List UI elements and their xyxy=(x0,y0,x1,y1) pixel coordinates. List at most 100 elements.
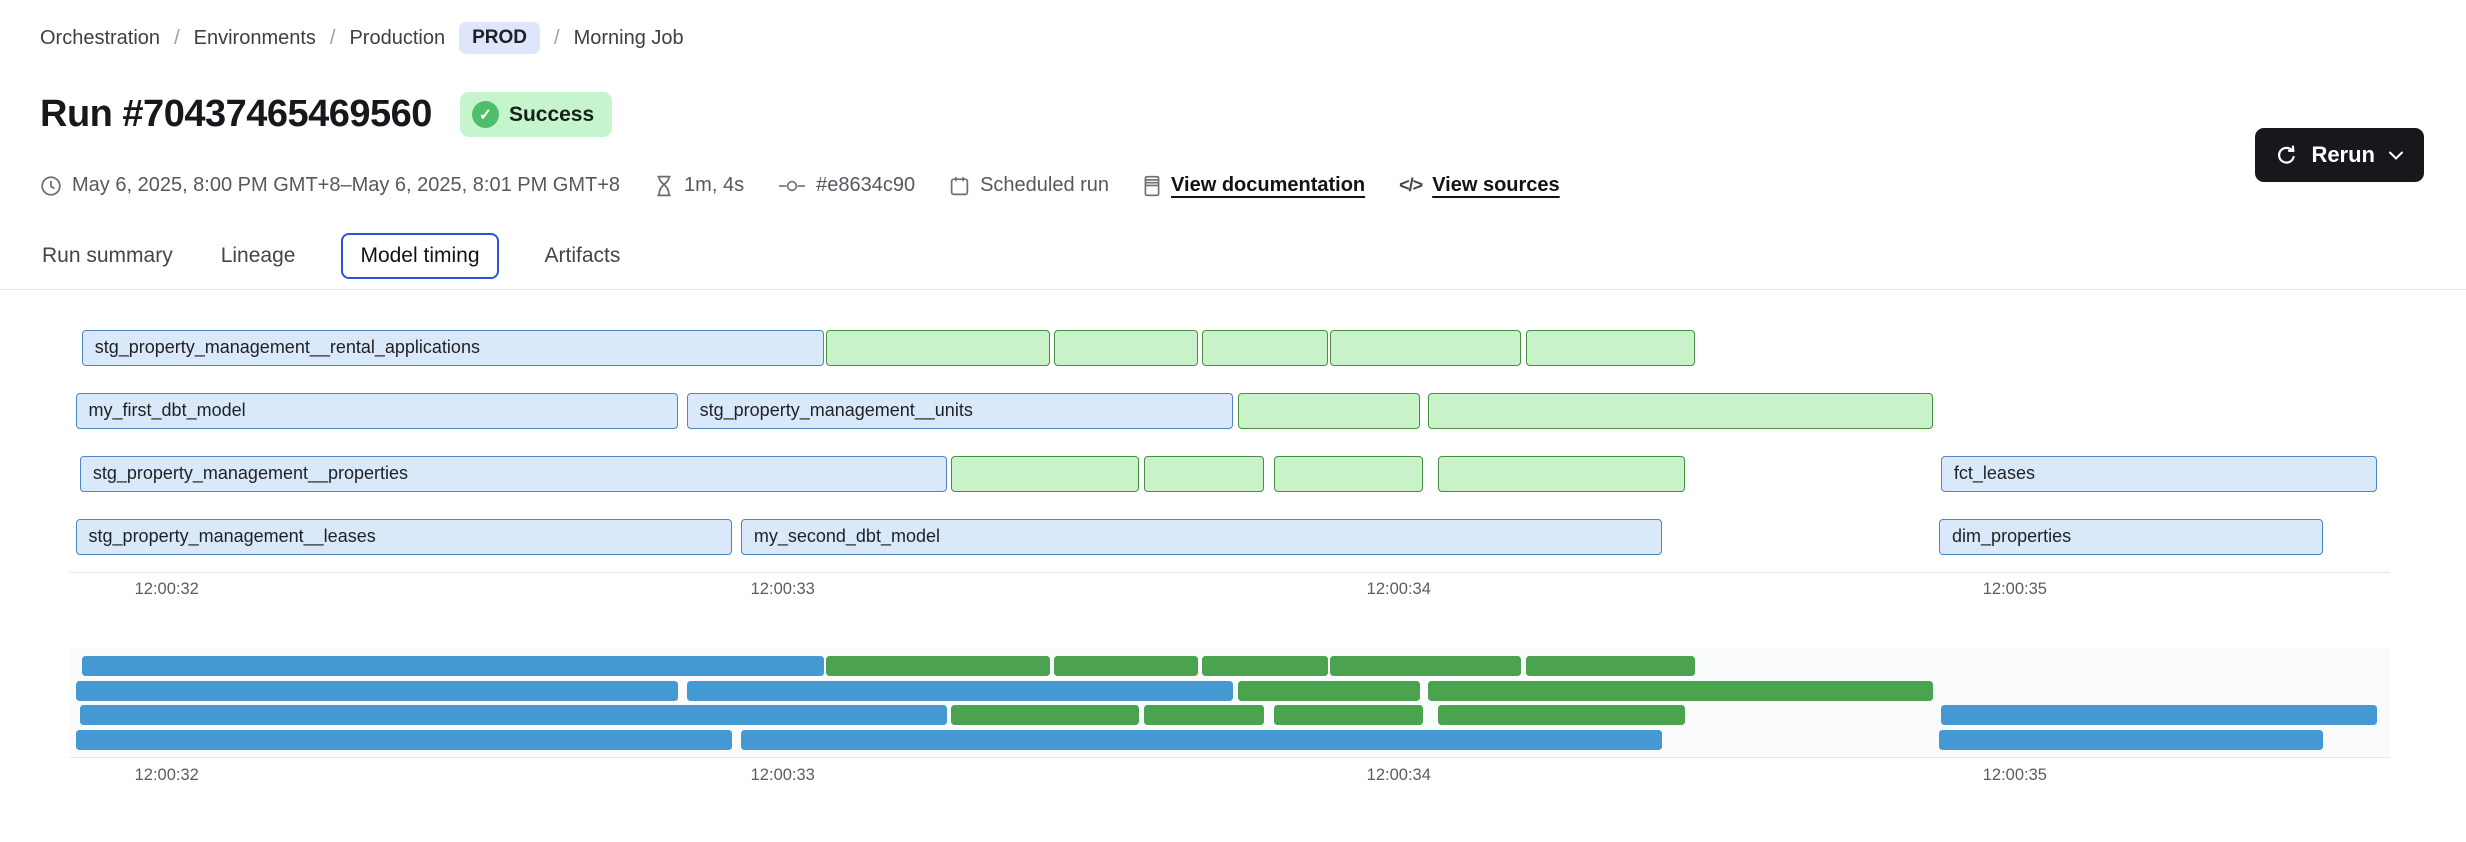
gantt-bar-stg_property_management__rental_applications[interactable]: stg_property_management__rental_applicat… xyxy=(82,330,824,366)
gantt-bar-my_first_dbt_model[interactable]: my_first_dbt_model xyxy=(76,393,678,429)
gantt-bar[interactable] xyxy=(1438,456,1685,492)
refresh-icon xyxy=(2275,144,2298,167)
axis-tick-label: 12:00:33 xyxy=(751,580,815,599)
title-row: Run #70437465469560 ✓ Success xyxy=(40,92,612,137)
minimap-bar-stg_property_management__properties[interactable] xyxy=(80,705,947,725)
minimap-bar[interactable] xyxy=(1202,656,1328,676)
run-trigger-text: Scheduled run xyxy=(980,174,1109,197)
commit-icon xyxy=(778,176,806,196)
run-duration-text: 1m, 4s xyxy=(684,174,744,197)
breadcrumb-separator: / xyxy=(174,27,180,50)
gantt-bar-label: my_second_dbt_model xyxy=(742,520,1661,553)
gantt-bar[interactable] xyxy=(1428,393,1933,429)
gantt-bar-my_second_dbt_model[interactable]: my_second_dbt_model xyxy=(741,519,1662,555)
minimap-bar-my_second_dbt_model[interactable] xyxy=(741,730,1662,750)
success-check-icon: ✓ xyxy=(472,101,499,128)
rerun-label: Rerun xyxy=(2311,142,2375,168)
gantt-bar[interactable] xyxy=(1238,393,1420,429)
axis-tick-label: 12:00:33 xyxy=(751,766,815,785)
view-documentation-link-wrap: View documentation xyxy=(1143,174,1365,197)
run-meta-row: May 6, 2025, 8:00 PM GMT+8–May 6, 2025, … xyxy=(40,174,1560,197)
gantt-bar[interactable] xyxy=(951,456,1139,492)
minimap-bar-stg_property_management__leases[interactable] xyxy=(76,730,732,750)
minimap-bar-my_first_dbt_model[interactable] xyxy=(76,681,678,701)
gantt-bar[interactable] xyxy=(826,330,1050,366)
clock-icon xyxy=(40,175,62,197)
breadcrumb-separator: / xyxy=(554,27,560,50)
calendar-icon xyxy=(949,175,970,197)
gantt-bar[interactable] xyxy=(1274,456,1424,492)
run-duration: 1m, 4s xyxy=(654,174,744,197)
breadcrumb-separator: / xyxy=(330,27,336,50)
tab-lineage[interactable]: Lineage xyxy=(219,234,298,278)
model-timing-gantt: stg_property_management__rental_applicat… xyxy=(70,322,2390,562)
axis-tick-label: 12:00:34 xyxy=(1367,580,1431,599)
view-documentation-link[interactable]: View documentation xyxy=(1171,174,1365,197)
minimap-bar[interactable] xyxy=(1144,705,1265,725)
breadcrumb: Orchestration / Environments / Productio… xyxy=(40,22,684,54)
gantt-bar-label: stg_property_management__rental_applicat… xyxy=(83,331,823,364)
axis-tick-label: 12:00:35 xyxy=(1983,766,2047,785)
status-badge: ✓ Success xyxy=(460,92,612,137)
gantt-bar[interactable] xyxy=(1202,330,1328,366)
minimap-bar[interactable] xyxy=(1438,705,1685,725)
breadcrumb-environments[interactable]: Environments xyxy=(194,27,316,50)
gantt-bar[interactable] xyxy=(1144,456,1265,492)
minimap-time-axis: 12:00:32 12:00:33 12:00:34 12:00:35 xyxy=(70,766,2390,788)
axis-tick-label: 12:00:32 xyxy=(135,580,199,599)
gantt-minimap[interactable] xyxy=(70,648,2390,758)
gantt-bar-fct_leases[interactable]: fct_leases xyxy=(1941,456,2377,492)
gantt-bar[interactable] xyxy=(1526,330,1695,366)
minimap-bar-dim_properties[interactable] xyxy=(1939,730,2323,750)
gantt-bar-stg_property_management__properties[interactable]: stg_property_management__properties xyxy=(80,456,947,492)
minimap-bar[interactable] xyxy=(1238,681,1420,701)
gantt-bar-dim_properties[interactable]: dim_properties xyxy=(1939,519,2323,555)
gantt-bar-stg_property_management__leases[interactable]: stg_property_management__leases xyxy=(76,519,732,555)
view-sources-link[interactable]: View sources xyxy=(1432,174,1559,197)
run-time-range-text: May 6, 2025, 8:00 PM GMT+8–May 6, 2025, … xyxy=(72,174,620,197)
hourglass-icon xyxy=(654,175,674,197)
axis-tick-label: 12:00:34 xyxy=(1367,766,1431,785)
breadcrumb-morning-job[interactable]: Morning Job xyxy=(574,27,684,50)
run-trigger: Scheduled run xyxy=(949,174,1109,197)
axis-tick-label: 12:00:32 xyxy=(135,766,199,785)
rerun-button[interactable]: Rerun xyxy=(2255,128,2424,182)
gantt-bar[interactable] xyxy=(1330,330,1521,366)
minimap-bar[interactable] xyxy=(951,705,1139,725)
gantt-bar-label: stg_property_management__units xyxy=(688,394,1232,427)
tab-run-summary[interactable]: Run summary xyxy=(40,234,175,278)
minimap-bar[interactable] xyxy=(1526,656,1695,676)
gantt-baseline xyxy=(70,572,2390,573)
gantt-bar-label: my_first_dbt_model xyxy=(77,394,677,427)
status-label: Success xyxy=(509,103,594,127)
gantt-bar-label: stg_property_management__leases xyxy=(77,520,731,553)
tab-artifacts[interactable]: Artifacts xyxy=(543,234,623,278)
minimap-bar[interactable] xyxy=(826,656,1050,676)
axis-tick-label: 12:00:35 xyxy=(1983,580,2047,599)
gantt-time-axis: 12:00:32 12:00:33 12:00:34 12:00:35 xyxy=(70,580,2390,602)
minimap-bar[interactable] xyxy=(1428,681,1933,701)
minimap-bar-fct_leases[interactable] xyxy=(1941,705,2377,725)
breadcrumb-production[interactable]: Production xyxy=(349,27,445,50)
commit-sha: #e8634c90 xyxy=(778,174,915,197)
minimap-bar[interactable] xyxy=(1274,705,1424,725)
page-title: Run #70437465469560 xyxy=(40,93,432,136)
code-icon: </> xyxy=(1399,175,1422,196)
document-icon xyxy=(1143,175,1161,197)
run-time-range: May 6, 2025, 8:00 PM GMT+8–May 6, 2025, … xyxy=(40,174,620,197)
breadcrumb-orchestration[interactable]: Orchestration xyxy=(40,27,160,50)
gantt-bar-label: dim_properties xyxy=(1940,520,2322,553)
minimap-bar[interactable] xyxy=(1330,656,1521,676)
gantt-bar[interactable] xyxy=(1054,330,1198,366)
minimap-bar[interactable] xyxy=(1054,656,1198,676)
gantt-bar-label: fct_leases xyxy=(1942,457,2376,490)
minimap-bar-stg_property_management__rental_applications[interactable] xyxy=(82,656,824,676)
environment-badge: PROD xyxy=(459,22,540,54)
tab-model-timing[interactable]: Model timing xyxy=(341,233,498,279)
minimap-bar-stg_property_management__units[interactable] xyxy=(687,681,1233,701)
chevron-down-icon[interactable] xyxy=(2388,150,2404,161)
gantt-bar-stg_property_management__units[interactable]: stg_property_management__units xyxy=(687,393,1233,429)
gantt-bar-label: stg_property_management__properties xyxy=(81,457,946,490)
commit-sha-text: #e8634c90 xyxy=(816,174,915,197)
tab-bar: Run summary Lineage Model timing Artifacts xyxy=(40,228,622,284)
